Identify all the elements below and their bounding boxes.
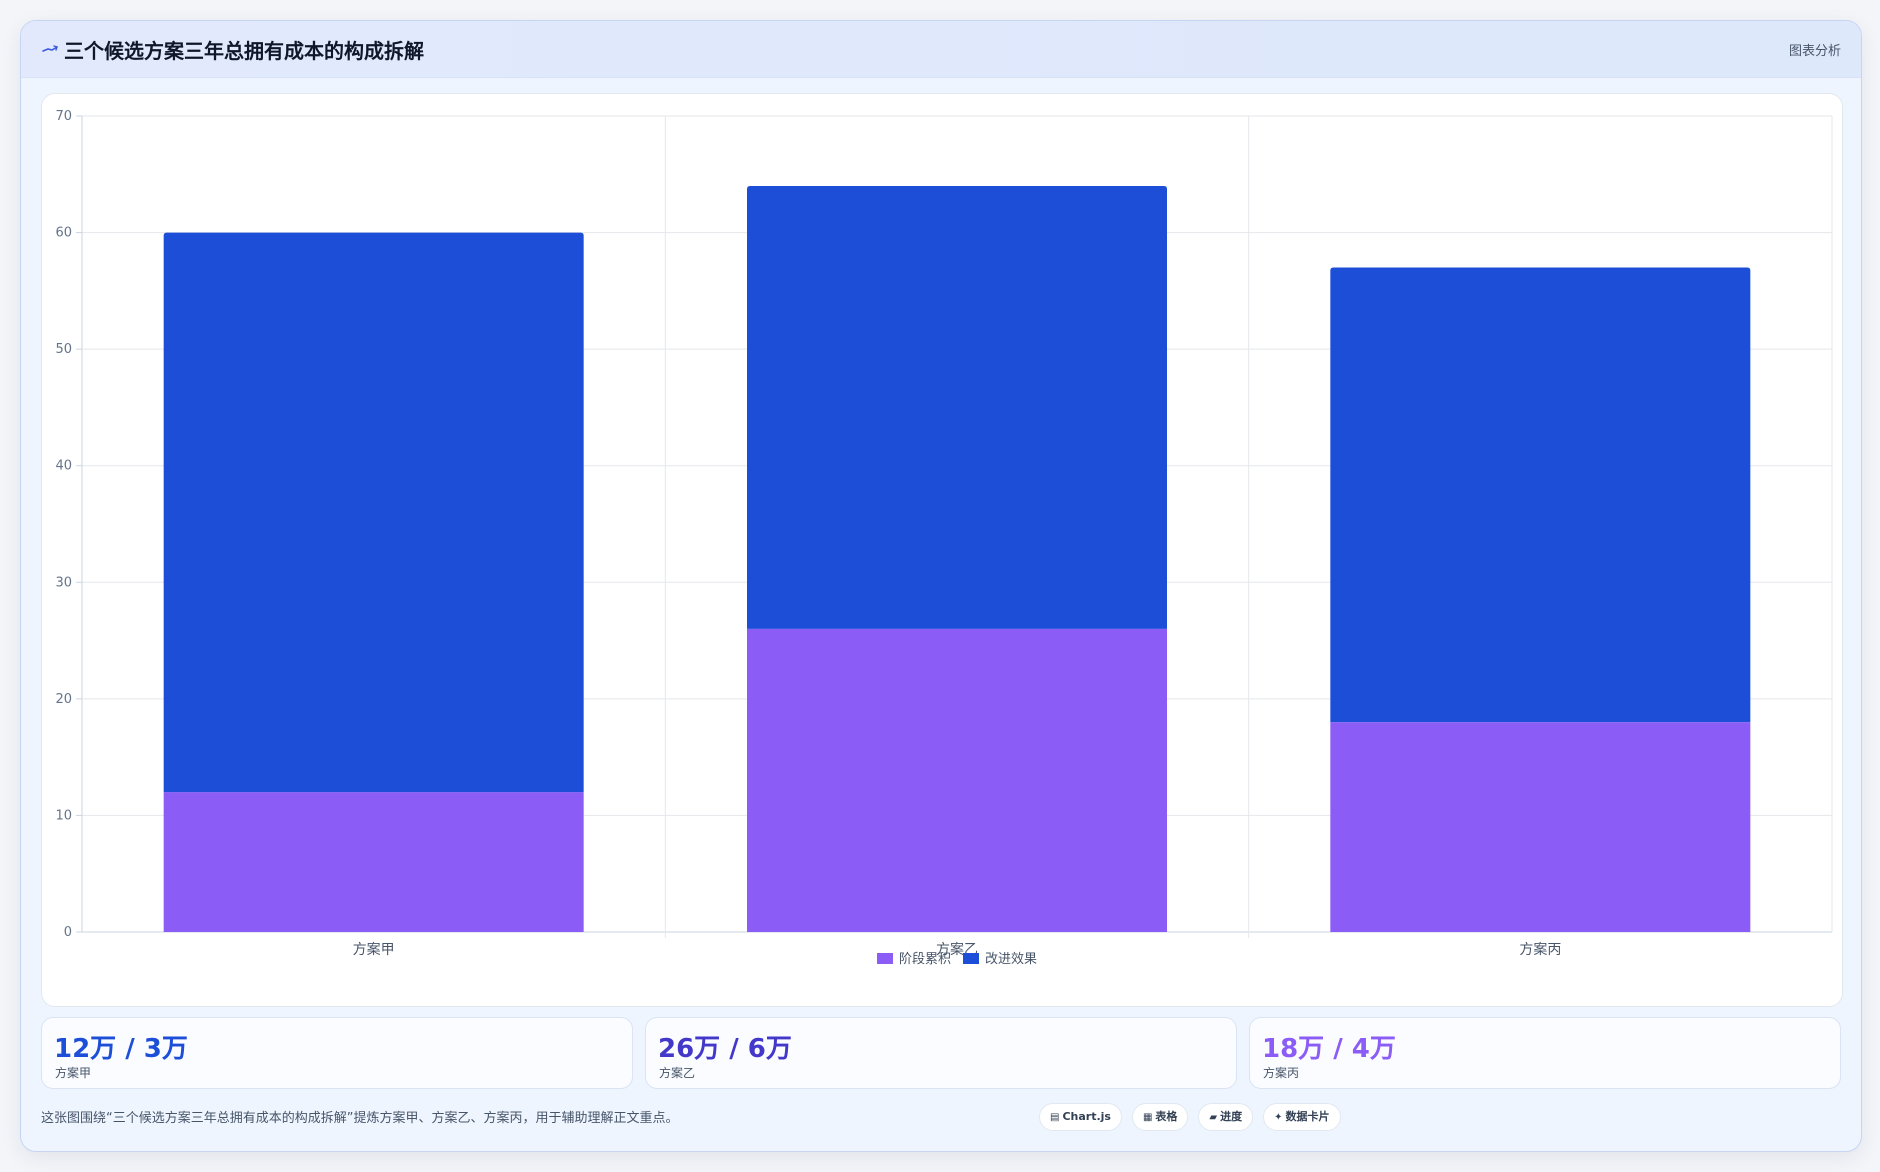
chip-label: Chart.js <box>1062 1110 1111 1123</box>
page-title: 三个候选方案三年总拥有成本的构成拆解 <box>64 39 424 63</box>
legend-label: 阶段累积 <box>899 952 951 967</box>
bar-segment[interactable] <box>747 185 1167 629</box>
legend-swatch <box>963 953 979 964</box>
stat-value: 18万 / 4万 <box>1262 1034 1396 1064</box>
legend-label: 改进效果 <box>985 952 1037 967</box>
data-card-icon: ✦ <box>1274 1112 1283 1123</box>
x-tick-label: 方案丙 <box>1519 941 1561 958</box>
bar-segment[interactable] <box>1330 267 1751 723</box>
stat-card: 12万 / 3万 方案甲 <box>41 1017 633 1089</box>
stat-card: 26万 / 6万 方案乙 <box>645 1017 1237 1089</box>
tech-chips: ▤ Chart.js ▦ 表格 ▰ 进度 ✦ 数据卡片 <box>1039 1103 1351 1131</box>
y-tick-label: 20 <box>55 692 72 707</box>
bar-segment[interactable] <box>163 792 584 932</box>
chart-panel: 三个候选方案三年总拥有成本的构成拆解 图表分析 0 10 20 30 40 50 60 70 方… <box>20 20 1862 1152</box>
bar-segment[interactable] <box>747 628 1167 932</box>
header-tag: 图表分析 <box>1788 44 1841 59</box>
panel-header: 三个候选方案三年总拥有成本的构成拆解 图表分析 <box>21 21 1861 78</box>
chip-data-card[interactable]: ✦ 数据卡片 <box>1263 1103 1341 1131</box>
table-icon: ▦ <box>1142 1112 1153 1123</box>
chip-label: 数据卡片 <box>1285 1110 1330 1123</box>
bar-segment[interactable] <box>1330 722 1751 932</box>
chip-table[interactable]: ▦ 表格 <box>1131 1103 1189 1131</box>
y-tick-label: 10 <box>55 808 72 823</box>
chart-legend: 阶段累积 改进效果 <box>877 952 1037 967</box>
stat-value: 26万 / 6万 <box>658 1034 792 1064</box>
y-tick-label: 60 <box>55 226 72 241</box>
stat-value: 12万 / 3万 <box>54 1034 188 1064</box>
chart-icon <box>42 45 58 52</box>
chip-label: 进度 <box>1220 1110 1243 1123</box>
chip-chartjs[interactable]: ▤ Chart.js <box>1039 1103 1122 1131</box>
y-tick-label: 0 <box>64 925 72 940</box>
footer-note: 这张图围绕“三个候选方案三年总拥有成本的构成拆解”提炼方案甲、方案乙、方案丙，用… <box>41 1111 679 1126</box>
y-tick-label: 70 <box>55 109 72 124</box>
stat-label: 方案丙 <box>1263 1066 1300 1080</box>
chip-progress[interactable]: ▰ 进度 <box>1198 1103 1254 1131</box>
stat-card: 18万 / 4万 方案丙 <box>1249 1017 1841 1089</box>
y-tick-label: 40 <box>55 459 72 474</box>
chip-label: 表格 <box>1155 1110 1178 1123</box>
progress-icon: ▰ <box>1209 1112 1218 1123</box>
x-tick-label: 方案甲 <box>353 941 395 958</box>
stat-cards: 12万 / 3万 方案甲 26万 / 6万 方案乙 18万 / 4万 方案丙 <box>41 1017 1841 1091</box>
chart-js-icon: ▤ <box>1050 1112 1060 1123</box>
bar-segment[interactable] <box>163 232 584 793</box>
chart-bars <box>163 185 1751 932</box>
stat-label: 方案甲 <box>55 1066 92 1080</box>
y-tick-label: 30 <box>55 575 72 590</box>
stat-label: 方案乙 <box>659 1066 696 1080</box>
y-tick-label: 50 <box>55 342 72 357</box>
chart-card: 0 10 20 30 40 50 60 70 方案甲 方案乙 方案丙 阶段累积 改进效果 <box>41 93 1843 1007</box>
legend-swatch <box>877 953 893 964</box>
